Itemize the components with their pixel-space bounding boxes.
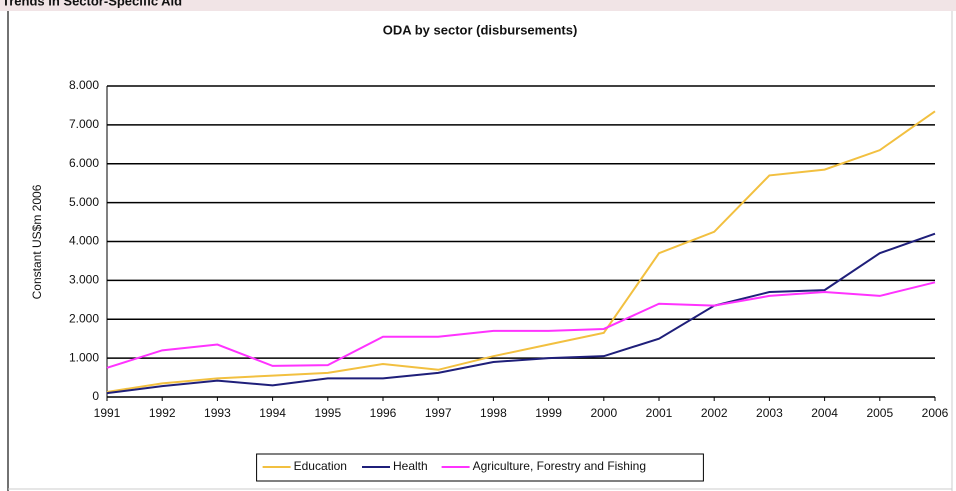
y-tick-label: 2.000 bbox=[69, 311, 99, 325]
x-tick-label: 1991 bbox=[94, 406, 121, 420]
x-tick-label: 1992 bbox=[149, 406, 176, 420]
chart-title: ODA by sector (disbursements) bbox=[383, 22, 578, 37]
x-tick-label: 2006 bbox=[922, 406, 949, 420]
y-tick-label: 7.000 bbox=[69, 117, 99, 131]
x-tick-label: 1998 bbox=[480, 406, 507, 420]
line-series bbox=[106, 110, 936, 393]
y-axis-label: Constant US$m 2006 bbox=[30, 184, 44, 299]
x-tick-label: 1997 bbox=[425, 406, 452, 420]
x-tick-label: 2005 bbox=[866, 406, 893, 420]
header-band bbox=[0, 0, 956, 11]
y-tick-label: 0 bbox=[92, 389, 99, 403]
y-tick-label: 1.000 bbox=[69, 350, 99, 364]
x-tick-label: 2000 bbox=[590, 406, 617, 420]
y-tick-label: 4.000 bbox=[69, 234, 99, 248]
y-tick-label: 3.000 bbox=[69, 273, 99, 287]
legend-label: Agriculture, Forestry and Fishing bbox=[473, 459, 646, 473]
y-tick-label: 5.000 bbox=[69, 195, 99, 209]
legend-label: Health bbox=[393, 459, 428, 473]
y-tick-label: 8.000 bbox=[69, 78, 99, 92]
header-title: Trends in Sector-Specific Aid bbox=[2, 0, 182, 8]
line-series bbox=[106, 232, 936, 395]
line-series bbox=[106, 281, 936, 369]
x-tick-label: 1994 bbox=[259, 406, 286, 420]
x-tick-label: 2004 bbox=[811, 406, 838, 420]
legend-label: Education bbox=[294, 459, 347, 473]
legend-box bbox=[256, 453, 704, 482]
x-tick-label: 2001 bbox=[646, 406, 673, 420]
y-tick-label: 6.000 bbox=[69, 156, 99, 170]
x-tick-label: 2002 bbox=[701, 406, 728, 420]
x-tick-label: 1996 bbox=[370, 406, 397, 420]
x-tick-label: 1993 bbox=[204, 406, 231, 420]
x-tick-label: 1999 bbox=[535, 406, 562, 420]
x-tick-label: 1995 bbox=[314, 406, 341, 420]
x-tick-label: 2003 bbox=[756, 406, 783, 420]
